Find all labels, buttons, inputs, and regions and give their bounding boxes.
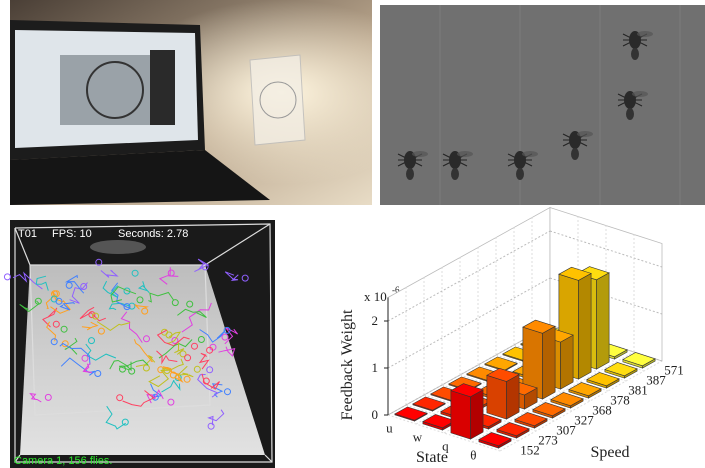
- y-axis-title: Feedback Weight: [339, 309, 356, 420]
- z-tick-label: 387: [646, 373, 666, 388]
- lab-photo: [10, 0, 372, 205]
- y-tick-label: 1: [372, 360, 379, 375]
- y-tick-label: 2: [372, 313, 379, 328]
- bar: [487, 368, 519, 419]
- z-tick-label: 307: [556, 423, 576, 438]
- x-tick-label: u: [386, 421, 393, 436]
- x-tick-label: q: [442, 439, 449, 454]
- z-tick-label: 571: [664, 363, 684, 378]
- x-tick-label: w: [413, 430, 423, 445]
- z-tick-label: 327: [574, 413, 594, 428]
- y-tick-label: 0: [372, 407, 379, 422]
- x-tick-label: θ: [470, 448, 476, 463]
- fps-label: FPS: 10: [52, 228, 92, 240]
- bar: [451, 384, 483, 440]
- z-tick-label: 381: [628, 383, 648, 398]
- z-tick-label: 273: [538, 433, 558, 448]
- z-tick-label: 152: [520, 443, 540, 458]
- z-tick-label: 368: [592, 403, 612, 418]
- tracking-frame: T01 FPS: 10 Seconds: 2.78 Camera 1, 156 …: [4, 220, 275, 468]
- seconds-label: Seconds: 2.78: [118, 228, 188, 240]
- fly-marker: [4, 274, 10, 280]
- z-axis-title: Speed: [590, 444, 629, 461]
- trial-label: T01: [18, 228, 37, 240]
- camera-label: Camera 1, 156 flies.: [14, 455, 112, 467]
- z-tick-label: 378: [610, 393, 630, 408]
- fly-photo: [380, 5, 705, 205]
- figure: T01 FPS: 10 Seconds: 2.78 Camera 1, 156 …: [0, 0, 705, 468]
- bar-chart-3d: Feedback Weight State Speed x 10 -6 012u…: [339, 208, 684, 467]
- scale-label: x 10: [364, 289, 387, 304]
